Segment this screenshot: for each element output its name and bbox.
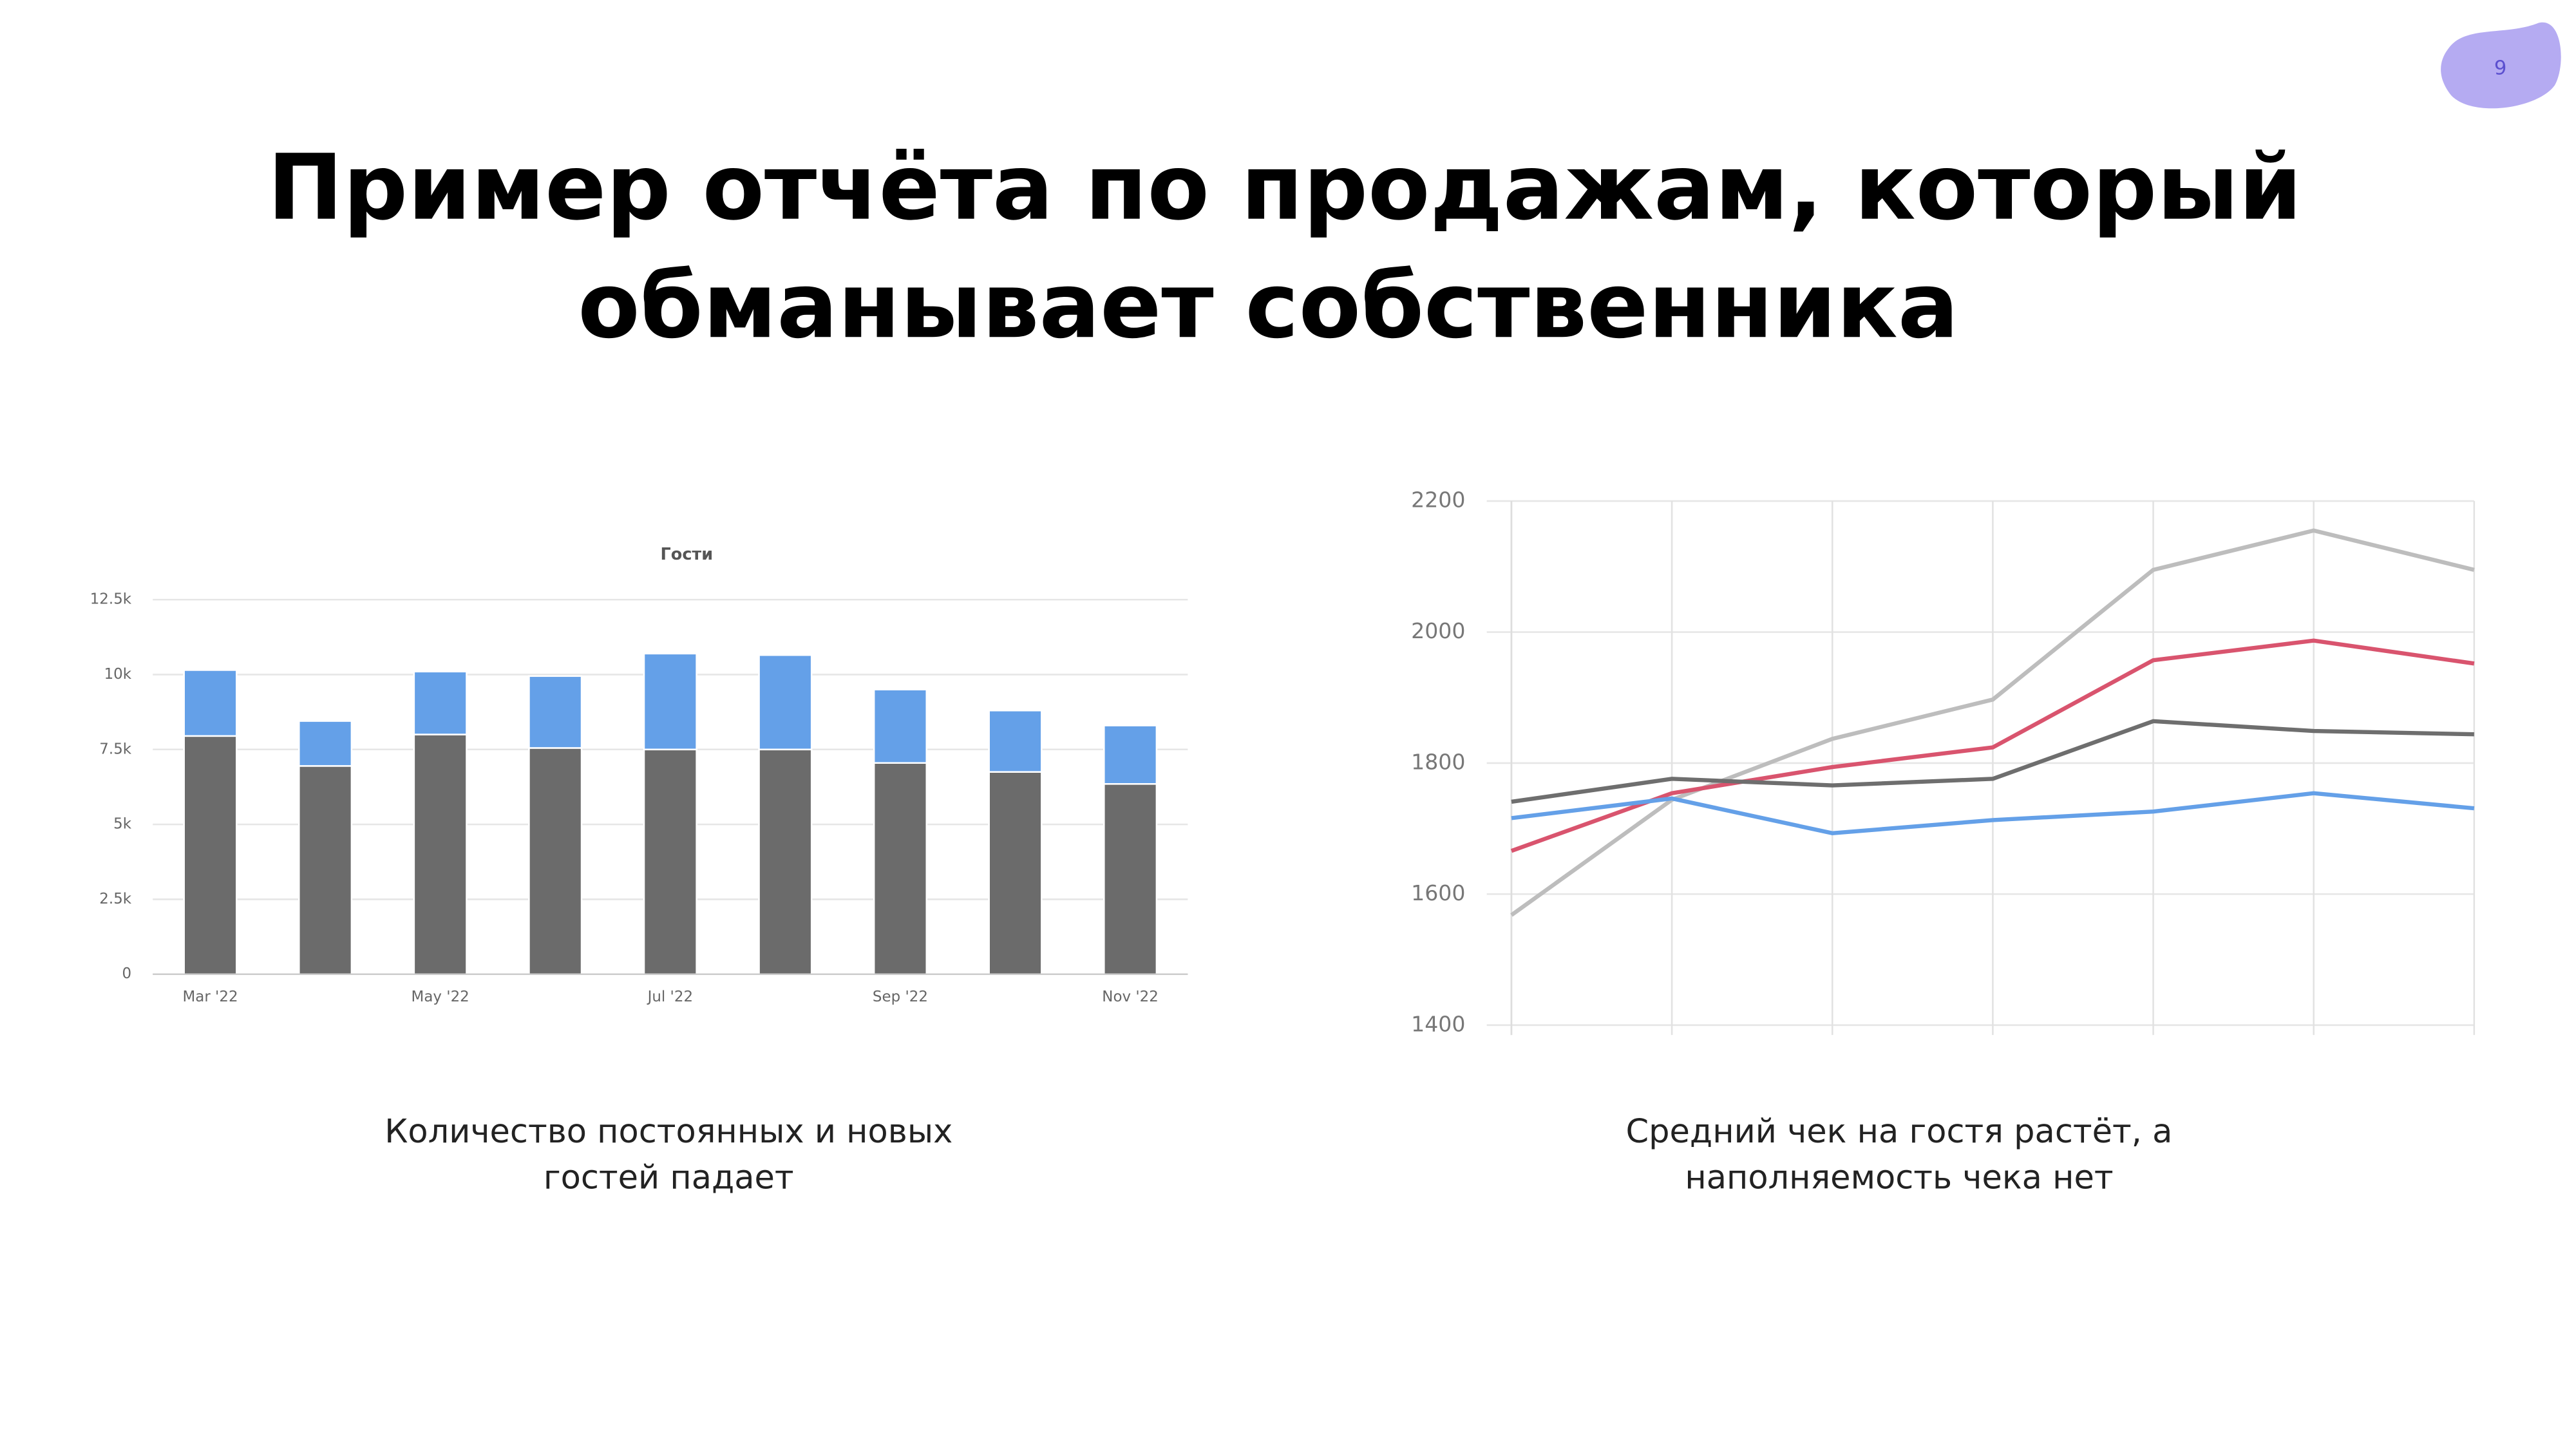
bar-segment [298,765,353,976]
caption: наполняемость чека нет [1685,1159,2113,1197]
bar-segment [183,669,238,737]
x-tick-label: Nov '22 [1102,989,1159,1005]
bar-segment [413,670,468,735]
bar-segment [183,735,238,976]
x-tick-label: Mar '22 [182,989,238,1005]
y-tick-label: 10k [104,666,132,683]
y-tick-label: 1400 [1411,1011,1465,1036]
y-tick-label: 12.5k [90,591,132,608]
y-tick-label: 2200 [1411,488,1465,513]
line-series [1510,638,2475,853]
y-tick-label: 0 [122,965,131,982]
x-tick-label: Sep '22 [873,989,928,1005]
y-tick-label: 2000 [1411,618,1465,643]
y-tick-label: 7.5k [99,741,131,757]
y-tick-label: 2.5k [99,891,131,907]
bar-segment [873,688,928,764]
line-series [1511,791,2475,836]
line-series [1511,719,2474,804]
y-tick-label: 5k [113,816,132,833]
y-tick-label: 1800 [1411,749,1465,774]
chart-title: Гости [661,545,714,564]
x-tick-label: May '22 [412,989,469,1005]
bar-segment [758,748,813,976]
page-number: 9 [2494,57,2506,80]
slide-title: обманывает собственника [578,254,1958,359]
caption: Количество постоянных и новых [384,1113,952,1151]
bar-segment [643,748,697,976]
bar-segment [873,762,928,976]
slide-title: Пример отчёта по продажам, который [267,136,2302,241]
bar-segment [298,720,353,767]
bar-segment [758,654,813,751]
caption: гостей падает [544,1159,794,1197]
bar-segment [1103,783,1158,976]
y-tick-label: 1600 [1411,880,1465,905]
bar-segment [643,652,697,751]
bar-segment [988,710,1043,773]
bar-segment [1103,724,1158,785]
bar-segment [988,771,1043,976]
bar-segment [413,734,468,976]
caption: Средний чек на гостя растёт, а [1626,1113,2173,1151]
x-tick-label: Jul '22 [647,989,693,1005]
bar-segment [528,675,583,749]
bar-segment [528,747,583,976]
page-badge [2441,22,2561,109]
